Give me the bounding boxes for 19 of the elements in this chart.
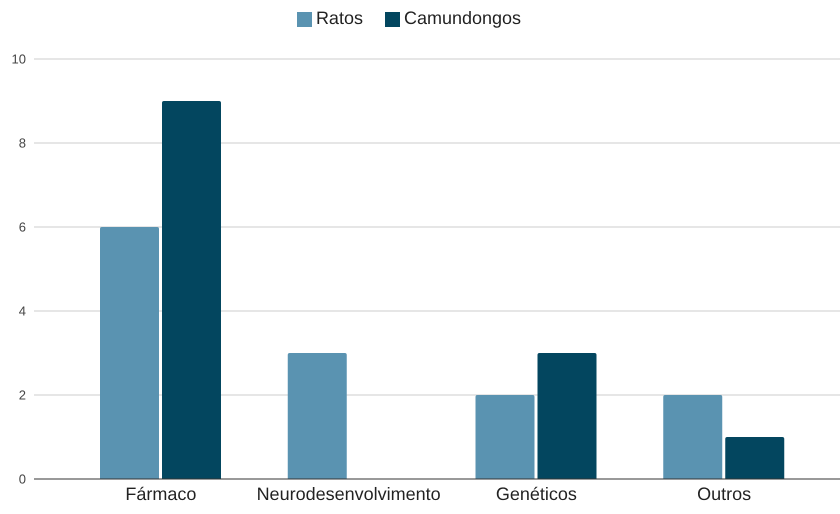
bar [725, 437, 784, 479]
bar [162, 101, 221, 479]
bar [288, 353, 347, 479]
bar [663, 395, 722, 479]
bar [100, 227, 159, 479]
x-tick-label: Outros [697, 484, 752, 504]
y-tick-label: 4 [18, 304, 26, 319]
x-tick-label: Fármaco [125, 484, 196, 504]
x-tick-label: Neurodesenvolvimento [256, 484, 441, 504]
bar [476, 395, 534, 479]
y-tick-label: 6 [18, 220, 26, 235]
x-tick-label: Genéticos [496, 484, 577, 504]
y-tick-label: 0 [18, 472, 26, 487]
bar [538, 353, 596, 479]
y-tick-label: 8 [18, 136, 26, 151]
y-tick-label: 10 [12, 52, 26, 67]
legend-label: Ratos [316, 8, 363, 28]
y-tick-label: 2 [18, 388, 26, 403]
legend-label: Camundongos [404, 8, 522, 28]
